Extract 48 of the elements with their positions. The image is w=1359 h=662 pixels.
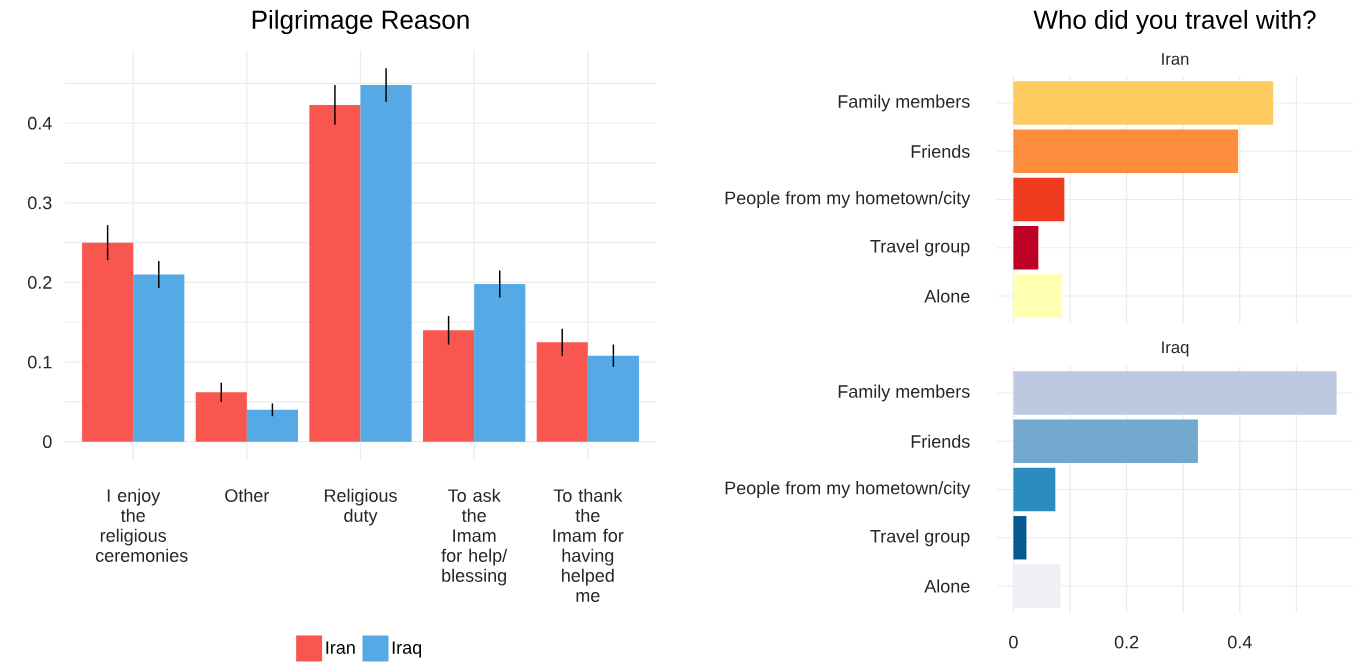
x-tick-label: 0.4 — [1228, 635, 1252, 649]
bar — [536, 342, 588, 442]
legend-label: Iran — [326, 641, 355, 654]
y-tick-label: 0.2 — [27, 276, 52, 289]
x-tick-label: Religious duty — [324, 488, 397, 526]
bar — [1013, 516, 1027, 560]
bar — [587, 355, 639, 442]
y-tick-label: Friends — [911, 434, 970, 448]
chart-title: Who did you travel with? — [1033, 9, 1316, 35]
chart-subtitle: Iran — [1162, 53, 1189, 65]
x-tick-label: 0 — [1009, 635, 1018, 649]
y-tick-label: People from my hometown/city — [725, 191, 971, 208]
bar — [246, 409, 298, 442]
bar — [195, 392, 247, 442]
bar — [1013, 177, 1065, 222]
x-tick-label: To ask the Imam for help/ blessing — [441, 488, 508, 586]
chart-title: Pilgrimage Reason — [252, 9, 469, 35]
bar — [1013, 371, 1337, 415]
y-tick-label: Travel group — [870, 239, 970, 257]
bar — [423, 330, 475, 442]
bar — [1013, 129, 1239, 173]
y-tick-label: Family members — [838, 384, 970, 402]
bar — [133, 274, 185, 442]
bar — [1013, 467, 1056, 512]
bar — [360, 85, 412, 442]
y-tick-label: Alone — [924, 579, 970, 593]
bar — [82, 242, 134, 442]
legend-label: Iraq — [392, 641, 422, 658]
x-tick-label: To thank the Imam for having helped me — [553, 488, 624, 602]
bar — [1013, 419, 1198, 463]
bar — [1013, 226, 1039, 270]
y-tick-label: Family members — [838, 94, 970, 112]
bar — [1013, 81, 1274, 125]
y-tick-label: Friends — [911, 144, 970, 158]
x-tick-label: 0.2 — [1114, 635, 1139, 649]
x-tick-label: I enjoy the religious ceremonies — [95, 488, 188, 562]
y-tick-label: People from my hometown/city — [725, 481, 971, 498]
y-tick-label: 0.3 — [27, 196, 52, 210]
y-tick-label: 0.1 — [27, 355, 52, 369]
y-tick-label: Alone — [924, 289, 970, 303]
x-tick-label: Other — [225, 488, 270, 502]
bar — [309, 104, 361, 442]
y-tick-label: 0.4 — [27, 116, 52, 130]
y-tick-label: 0 — [43, 435, 52, 449]
bar — [1013, 274, 1063, 318]
y-tick-label: Travel group — [870, 529, 970, 547]
chart-subtitle: Iraq — [1162, 341, 1189, 357]
bar — [474, 284, 526, 442]
